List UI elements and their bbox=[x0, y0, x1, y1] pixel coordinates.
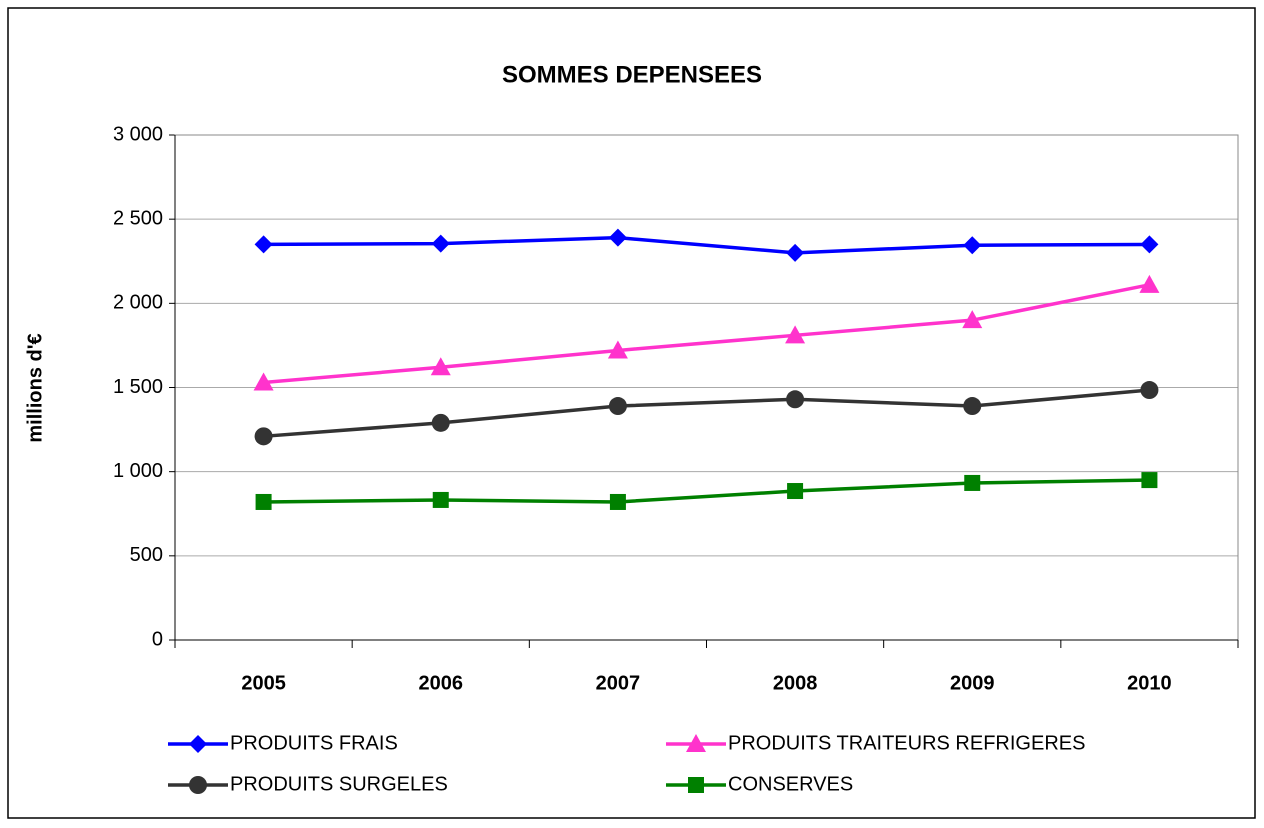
y-tick-label: 500 bbox=[130, 544, 163, 566]
marker bbox=[1140, 235, 1159, 254]
marker bbox=[609, 493, 626, 510]
marker bbox=[964, 474, 981, 491]
marker bbox=[608, 397, 627, 416]
y-tick-label: 1 000 bbox=[113, 460, 163, 482]
legend-label: PRODUITS FRAIS bbox=[230, 732, 398, 754]
marker bbox=[786, 243, 805, 262]
y-tick-label: 0 bbox=[152, 628, 163, 650]
marker bbox=[963, 236, 982, 255]
marker bbox=[254, 427, 273, 446]
marker bbox=[1141, 472, 1158, 489]
y-tick-label: 1 500 bbox=[113, 376, 163, 398]
chart-frame bbox=[7, 7, 1256, 819]
marker bbox=[1140, 381, 1159, 400]
marker bbox=[253, 372, 274, 391]
marker bbox=[785, 325, 806, 344]
chart-title: SOMMES DEPENSEES bbox=[502, 61, 762, 88]
series-line bbox=[263, 478, 1150, 504]
x-tick-label: 2008 bbox=[773, 672, 818, 694]
x-tick-label: 2005 bbox=[241, 672, 286, 694]
marker bbox=[787, 483, 804, 500]
series-line bbox=[263, 388, 1150, 439]
marker bbox=[254, 235, 273, 254]
marker bbox=[607, 340, 628, 359]
x-tick-label: 2010 bbox=[1127, 672, 1172, 694]
marker bbox=[431, 234, 450, 253]
legend-label: PRODUITS SURGELES bbox=[230, 773, 448, 795]
x-tick-label: 2007 bbox=[596, 672, 641, 694]
legend-label: PRODUITS TRAITEURS REFRIGERES bbox=[728, 732, 1085, 754]
y-tick-label: 2 500 bbox=[113, 207, 163, 229]
series-line bbox=[263, 235, 1150, 255]
marker bbox=[432, 491, 449, 508]
marker bbox=[786, 390, 805, 409]
x-tick-label: 2006 bbox=[419, 672, 464, 694]
marker bbox=[608, 228, 627, 247]
x-tick-label: 2009 bbox=[950, 672, 995, 694]
marker bbox=[1139, 274, 1160, 293]
y-tick-label: 2 000 bbox=[113, 292, 163, 314]
marker bbox=[688, 777, 704, 793]
y-tick-label: 3 000 bbox=[113, 123, 163, 145]
legend-label: CONSERVES bbox=[728, 773, 853, 795]
marker bbox=[189, 776, 207, 794]
marker bbox=[431, 413, 450, 432]
marker bbox=[963, 397, 982, 416]
series-line bbox=[263, 283, 1150, 385]
marker bbox=[962, 310, 983, 329]
y-axis-label: millions d'€ bbox=[24, 333, 46, 442]
marker bbox=[686, 734, 706, 752]
marker bbox=[189, 735, 207, 753]
marker bbox=[255, 493, 272, 510]
marker bbox=[430, 357, 451, 376]
